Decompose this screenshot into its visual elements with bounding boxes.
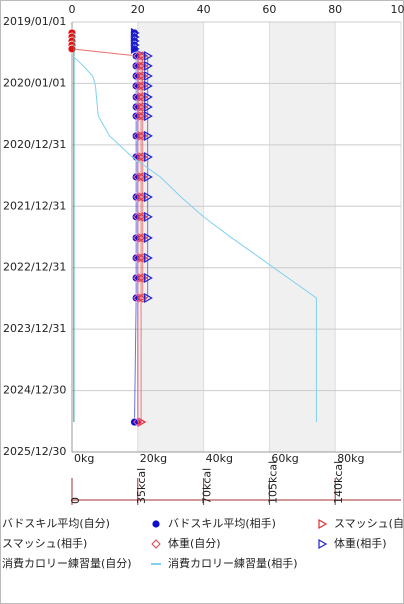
x-tick-label: 0 bbox=[69, 3, 76, 16]
x2-tick-label: 0 bbox=[69, 497, 82, 504]
point bbox=[144, 151, 153, 163]
point bbox=[144, 60, 153, 71]
series-line bbox=[72, 55, 317, 423]
y-tick-label: 2025/12/30 bbox=[3, 445, 66, 458]
point bbox=[138, 293, 148, 303]
kg-tick-label: 40kg bbox=[206, 452, 233, 465]
point bbox=[144, 272, 153, 284]
legend-label: バドスキル平均(自分) bbox=[2, 517, 110, 530]
y-tick-label: 2024/12/30 bbox=[3, 384, 66, 397]
point bbox=[144, 80, 153, 91]
kg-tick-label: 20kg bbox=[140, 452, 167, 465]
y-tick-label: 2021/12/31 bbox=[3, 199, 66, 212]
y-tick-label: 2020/12/31 bbox=[3, 138, 66, 151]
x-tick-label: 80 bbox=[328, 3, 342, 16]
legend-label: 体重(相手) bbox=[334, 536, 387, 550]
point bbox=[138, 92, 148, 102]
kg-tick-label: 60kg bbox=[271, 452, 298, 465]
kg-tick-label: 80kg bbox=[337, 452, 364, 465]
y-tick-label: 2023/12/31 bbox=[3, 322, 66, 335]
point bbox=[144, 111, 153, 122]
point bbox=[138, 152, 148, 162]
point bbox=[144, 232, 153, 243]
point bbox=[138, 61, 148, 71]
point bbox=[138, 253, 148, 263]
point bbox=[138, 102, 148, 112]
legend-marker bbox=[318, 518, 328, 530]
point bbox=[138, 192, 148, 202]
point bbox=[144, 211, 153, 222]
x2-tick-label: 70kcal bbox=[201, 468, 214, 504]
point bbox=[144, 292, 153, 304]
x-tick-label: 60 bbox=[262, 3, 276, 16]
point bbox=[138, 233, 148, 243]
point bbox=[138, 71, 148, 81]
point bbox=[138, 131, 148, 141]
legend-label: 体重(自分) bbox=[168, 536, 221, 550]
point bbox=[138, 81, 148, 91]
point bbox=[144, 191, 153, 203]
point bbox=[144, 101, 153, 113]
point bbox=[138, 111, 148, 121]
y-tick-label: 2020/01/01 bbox=[3, 76, 66, 89]
legend-label: 消費カロリー練習量(相手) bbox=[168, 556, 298, 570]
x2-tick-label: 140kcal bbox=[332, 461, 345, 504]
legend-label: スマッシュ(自分) bbox=[334, 517, 404, 530]
point bbox=[67, 44, 77, 54]
legend-marker bbox=[151, 519, 161, 529]
point bbox=[144, 171, 153, 183]
legend-marker bbox=[151, 539, 161, 549]
point bbox=[144, 130, 153, 141]
point bbox=[133, 417, 143, 427]
point bbox=[138, 172, 148, 182]
point bbox=[138, 212, 148, 222]
point bbox=[130, 43, 140, 54]
legend-label: 消費カロリー練習量(自分) bbox=[2, 556, 132, 570]
point bbox=[144, 50, 153, 62]
x2-tick-label: 35kcal bbox=[135, 468, 148, 504]
point bbox=[144, 70, 153, 82]
y-tick-label: 2022/12/31 bbox=[3, 261, 66, 274]
x-tick-label: 100 bbox=[391, 3, 404, 16]
shade-band bbox=[269, 22, 336, 452]
point bbox=[144, 252, 153, 263]
legend-marker bbox=[318, 538, 328, 550]
x2-tick-label: 105kcal bbox=[266, 461, 279, 504]
shade-band bbox=[137, 22, 204, 452]
legend-label: スマッシュ(相手) bbox=[2, 536, 87, 550]
y-tick-label: 2019/01/01 bbox=[3, 15, 66, 28]
x-tick-label: 20 bbox=[131, 3, 145, 16]
point bbox=[144, 92, 153, 103]
point bbox=[138, 273, 148, 283]
kg-tick-label: 0kg bbox=[74, 452, 94, 465]
x-tick-label: 40 bbox=[197, 3, 211, 16]
legend-label: バドスキル平均(相手) bbox=[168, 516, 276, 530]
